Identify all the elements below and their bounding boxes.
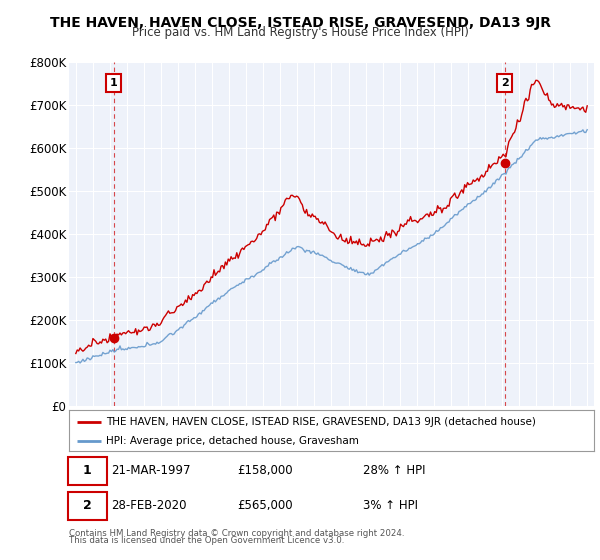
Text: 1: 1 [110,78,118,88]
Text: 21-MAR-1997: 21-MAR-1997 [111,464,191,478]
Text: THE HAVEN, HAVEN CLOSE, ISTEAD RISE, GRAVESEND, DA13 9JR: THE HAVEN, HAVEN CLOSE, ISTEAD RISE, GRA… [49,16,551,30]
Text: £158,000: £158,000 [237,464,293,478]
Text: Contains HM Land Registry data © Crown copyright and database right 2024.: Contains HM Land Registry data © Crown c… [69,529,404,538]
Text: 2: 2 [501,78,509,88]
Text: 3% ↑ HPI: 3% ↑ HPI [363,499,418,512]
Text: Price paid vs. HM Land Registry's House Price Index (HPI): Price paid vs. HM Land Registry's House … [131,26,469,39]
Text: 28-FEB-2020: 28-FEB-2020 [111,499,187,512]
FancyBboxPatch shape [68,492,107,520]
Text: £565,000: £565,000 [237,499,293,512]
Text: THE HAVEN, HAVEN CLOSE, ISTEAD RISE, GRAVESEND, DA13 9JR (detached house): THE HAVEN, HAVEN CLOSE, ISTEAD RISE, GRA… [106,417,536,427]
Text: HPI: Average price, detached house, Gravesham: HPI: Average price, detached house, Grav… [106,436,359,446]
Text: 28% ↑ HPI: 28% ↑ HPI [363,464,425,478]
FancyBboxPatch shape [68,457,107,485]
Text: 1: 1 [83,464,92,478]
Text: This data is licensed under the Open Government Licence v3.0.: This data is licensed under the Open Gov… [69,536,344,545]
Text: 2: 2 [83,499,92,512]
